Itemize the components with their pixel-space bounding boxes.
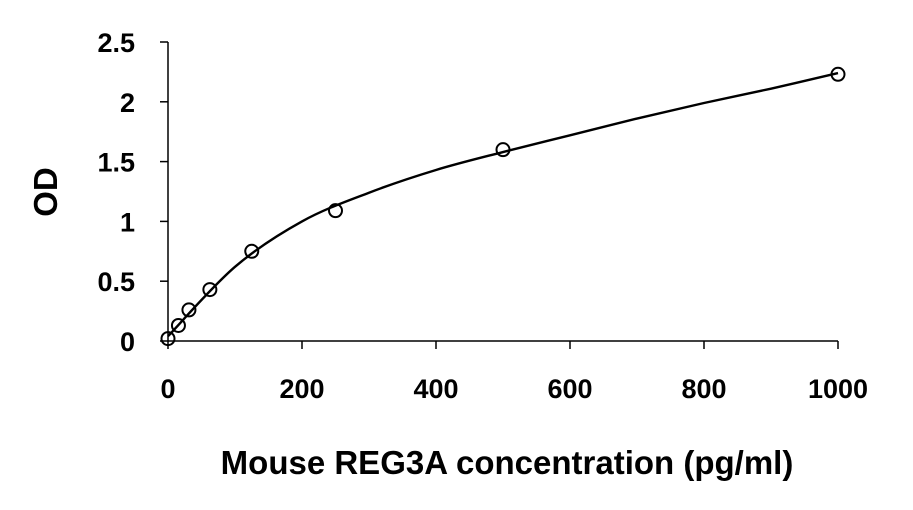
data-point-marker	[495, 142, 511, 158]
x-tick-label: 1000	[808, 374, 868, 404]
data-point-marker	[181, 302, 197, 318]
data-point-marker	[244, 243, 260, 259]
y-tick-label: 1.5	[97, 148, 135, 178]
y-axis-title: OD	[27, 167, 64, 217]
fit-curve-line	[167, 71, 839, 338]
y-tick-label: 2	[120, 88, 135, 118]
y-tick-label: 2.5	[97, 28, 135, 58]
x-tick-label: 800	[681, 374, 726, 404]
x-tick-label: 0	[160, 374, 175, 404]
x-axis-title: Mouse REG3A concentration (pg/ml)	[221, 444, 794, 481]
y-tick-label: 0	[120, 327, 135, 357]
data-point-marker	[202, 282, 218, 298]
data-point-marker	[170, 317, 186, 333]
y-tick-label: 0.5	[97, 267, 135, 297]
data-point-marker	[830, 66, 846, 82]
x-tick-label: 200	[279, 374, 324, 404]
x-tick-label: 400	[413, 374, 458, 404]
data-point-marker	[328, 203, 343, 219]
data-point-marker	[160, 331, 176, 347]
plot-area: 0 0.5 1 1.5 2 2.5 0 200 400 600 800 1000	[97, 28, 868, 404]
x-tick-label: 600	[547, 374, 592, 404]
y-tick-label: 1	[120, 207, 135, 237]
